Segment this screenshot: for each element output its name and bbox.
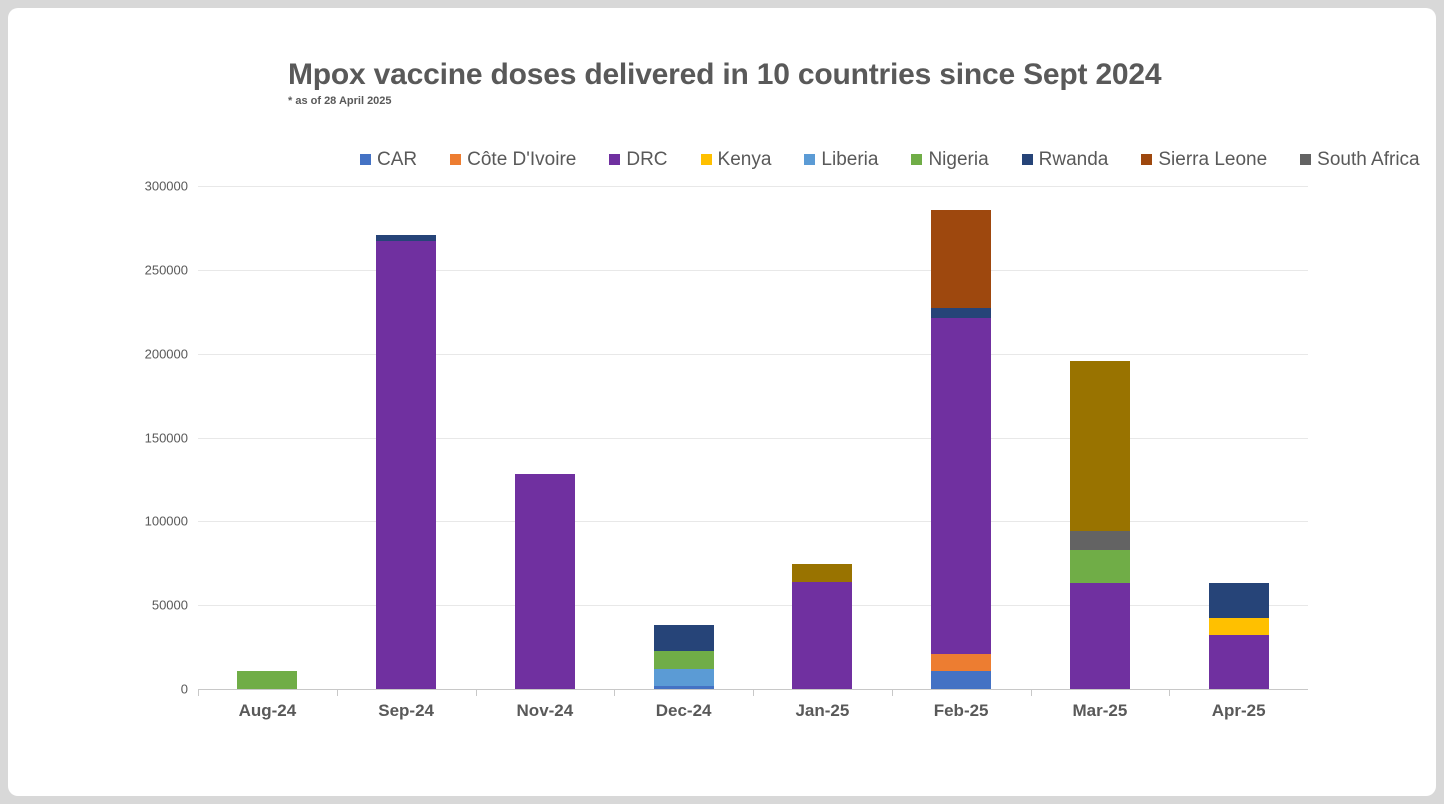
legend-swatch-icon	[1021, 153, 1033, 165]
x-axis-tick-label: Apr-25	[1211, 701, 1266, 720]
bar-stack[interactable]	[376, 234, 437, 689]
legend-item[interactable]: South Africa	[1300, 148, 1420, 170]
legend-item-label: South Africa	[1317, 148, 1420, 170]
legend-item[interactable]: CAR	[360, 150, 417, 169]
bar-stack[interactable]	[931, 210, 992, 689]
gridline	[198, 353, 1308, 355]
gridline	[198, 269, 1308, 271]
x-axis-tickmark	[475, 689, 477, 696]
bar-segment[interactable]	[792, 582, 853, 689]
gridline	[198, 186, 1308, 187]
bar-segment[interactable]	[1208, 617, 1269, 635]
slide-surface: Mpox vaccine doses delivered in 10 count…	[8, 8, 1436, 796]
y-axis-tick-label: 200000	[144, 346, 188, 362]
y-axis-tick-label: 0	[180, 681, 188, 697]
bar-segment[interactable]	[237, 670, 298, 689]
bar-segment[interactable]	[653, 685, 714, 689]
legend-item-label: CAR	[377, 148, 418, 170]
legend-item-label: Nigeria	[928, 148, 989, 170]
y-axis: 0 50000 100000 150000 200000 250000 300000	[118, 179, 188, 697]
bar-segment[interactable]	[376, 241, 437, 689]
legend-swatch-icon	[360, 153, 371, 165]
chart-legend: CAR Côte D'Ivoire DRC Kenya Liberia Nigeria Rw…	[360, 147, 1435, 171]
y-axis-tick-label: 250000	[144, 262, 188, 278]
bar-segment[interactable]	[931, 307, 992, 319]
legend-swatch-icon	[700, 153, 712, 165]
bar-segment[interactable]	[1069, 361, 1130, 531]
bar-stack[interactable]	[1208, 582, 1269, 689]
legend-swatch-icon	[1300, 153, 1312, 165]
legend-item[interactable]: Rwanda	[1021, 148, 1109, 170]
legend-item-label: Côte D'Ivoire	[467, 148, 577, 170]
bar-segment[interactable]	[514, 474, 575, 689]
legend-item[interactable]: Côte D'Ivoire	[450, 150, 576, 169]
x-axis-tickmark	[336, 689, 338, 696]
bar-segment[interactable]	[653, 651, 714, 669]
legend-item[interactable]: Nigeria	[911, 148, 989, 170]
bar-segment[interactable]	[792, 563, 853, 583]
x-axis-tickmark	[614, 689, 616, 696]
bar-segment[interactable]	[931, 653, 992, 672]
gridline	[198, 521, 1308, 523]
x-axis-line	[198, 689, 1308, 690]
legend-item[interactable]: DRC	[609, 148, 668, 170]
x-axis-tickmark	[198, 689, 199, 696]
legend-item-label: Rwanda	[1038, 148, 1109, 170]
x-axis-tick-label: Feb-25	[933, 701, 989, 720]
legend-item-label: Kenya	[717, 148, 772, 170]
gridline	[198, 605, 1308, 607]
page-title: Mpox vaccine doses delivered in 10 count…	[288, 58, 1162, 91]
x-axis-tickmark	[1030, 689, 1032, 696]
bar-segment[interactable]	[1069, 530, 1130, 550]
bar-stack[interactable]	[514, 474, 575, 689]
plot-area	[198, 186, 1308, 696]
bar-segment[interactable]	[1208, 634, 1269, 689]
legend-swatch-icon	[804, 153, 816, 165]
bar-segment[interactable]	[376, 234, 437, 242]
x-axis-tick-label: Sep-24	[378, 701, 434, 720]
legend-swatch-icon	[1141, 153, 1153, 165]
legend-item-label: Liberia	[821, 148, 879, 170]
bar-segment[interactable]	[1069, 549, 1130, 583]
legend-item-label: Sierra Leone	[1158, 148, 1268, 170]
x-axis-tickmark	[1169, 689, 1171, 696]
bar-segment[interactable]	[1208, 582, 1269, 618]
bar-segment[interactable]	[653, 668, 714, 686]
bar-segment[interactable]	[931, 671, 992, 689]
x-axis-tickmark	[891, 689, 893, 696]
bar-segment[interactable]	[1069, 582, 1130, 689]
x-axis-tick-label: Jan-25	[795, 701, 850, 720]
bar-segment[interactable]	[931, 318, 992, 654]
y-axis-tick-label: 50000	[151, 597, 188, 613]
legend-item-label: DRC	[626, 148, 668, 170]
bar-segment[interactable]	[653, 625, 714, 652]
y-axis-tick-label: 300000	[144, 178, 188, 194]
bar-segment[interactable]	[931, 210, 992, 308]
y-axis-tick-label: 150000	[144, 430, 188, 445]
legend-swatch-icon	[911, 153, 923, 165]
legend-item[interactable]: Liberia	[804, 150, 878, 169]
bar-stack[interactable]	[237, 670, 298, 689]
legend-swatch-icon	[450, 153, 462, 165]
gridline	[198, 437, 1308, 439]
x-axis-tickmark	[753, 689, 754, 696]
x-axis-tick-label: Aug-24	[238, 701, 297, 720]
bar-stack[interactable]	[653, 625, 714, 689]
y-axis-tick-label: 100000	[144, 513, 188, 529]
x-axis-tick-label: Nov-24	[516, 701, 574, 720]
bar-stack[interactable]	[792, 563, 853, 689]
legend-swatch-icon	[609, 153, 621, 165]
x-axis-tick-label: Mar-25	[1072, 701, 1128, 720]
bar-stack[interactable]	[1069, 361, 1130, 689]
chart-subtitle: * as of 28 April 2025	[288, 95, 392, 107]
x-axis-tick-label: Dec-24	[655, 701, 712, 720]
legend-item[interactable]: Kenya	[700, 148, 772, 170]
legend-item[interactable]: Sierra Leone	[1141, 150, 1267, 169]
